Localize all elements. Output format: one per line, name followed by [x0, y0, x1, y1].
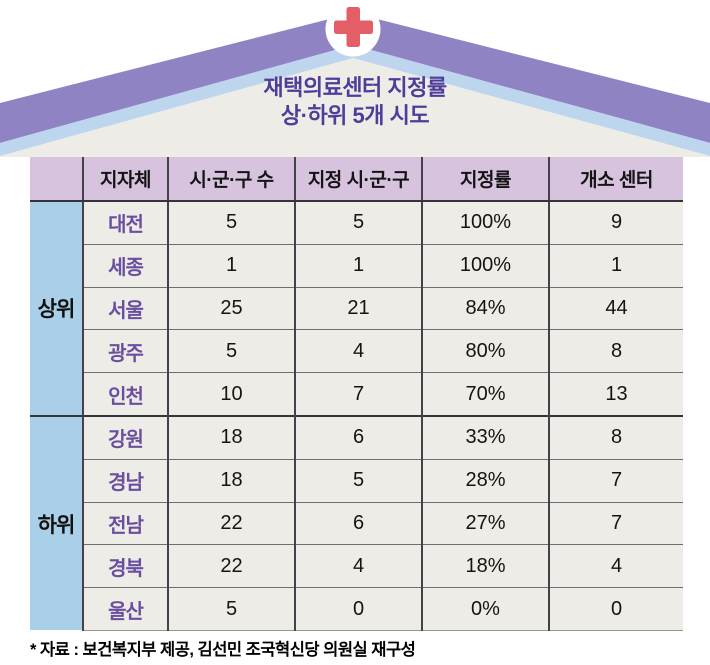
region-cell: 대전 [82, 199, 168, 245]
table-header-cell-districts: 시·군·구 수 [167, 157, 295, 202]
table-header-row: 지자체 시·군·구 수 지정 시·군·구 지정률 개소 센터 [30, 157, 683, 202]
table-row: 울산 5 0 0% 0 [30, 587, 683, 631]
centers-cell: 44 [548, 286, 683, 330]
rate-cell: 80% [421, 329, 549, 373]
region-cell: 광주 [82, 329, 168, 373]
districts-cell: 25 [167, 286, 295, 330]
designated-cell: 5 [294, 199, 422, 245]
centers-cell: 9 [548, 199, 683, 245]
source-note: * 자료 : 보건복지부 제공, 김선민 조국혁신당 의원실 재구성 [30, 641, 416, 659]
rate-cell: 18% [421, 544, 549, 588]
designated-cell: 7 [294, 372, 422, 416]
table-header-cell-designated: 지정 시·군·구 [294, 157, 422, 202]
table-row: 세종 1 1 100% 1 [30, 243, 683, 288]
table-header-cell-region: 지자체 [82, 157, 168, 202]
group-label-cell: 상위 [30, 200, 83, 416]
medical-cross-icon [334, 7, 373, 47]
rate-cell: 27% [421, 501, 549, 545]
table-row: 인천 10 7 70% 13 [30, 372, 683, 416]
region-cell: 강원 [82, 414, 168, 460]
rate-cell: 100% [421, 199, 549, 245]
designated-cell: 6 [294, 501, 422, 545]
designated-cell: 6 [294, 414, 422, 460]
designated-cell: 4 [294, 329, 422, 373]
designated-cell: 1 [294, 243, 422, 288]
designated-cell: 4 [294, 544, 422, 588]
house-roof-graphic [0, 1, 710, 157]
table-row: 광주 5 4 80% 8 [30, 329, 683, 373]
designated-cell: 21 [294, 286, 422, 330]
rate-cell: 0% [421, 587, 549, 631]
region-cell: 울산 [82, 587, 168, 631]
table-row: 경남 18 5 28% 7 [30, 458, 683, 503]
page-title-line2: 상·하위 5개 시도 [280, 103, 430, 128]
region-cell: 세종 [82, 243, 168, 288]
centers-cell: 0 [548, 587, 683, 631]
districts-cell: 10 [167, 372, 295, 416]
table-row: 서울 25 21 84% 44 [30, 286, 683, 330]
districts-cell: 18 [167, 414, 295, 460]
districts-cell: 22 [167, 501, 295, 545]
table-row: 하위 강원 18 6 33% 8 [30, 414, 683, 631]
districts-cell: 18 [167, 458, 295, 503]
centers-cell: 13 [548, 372, 683, 416]
table-row: 전남 22 6 27% 7 [30, 501, 683, 545]
districts-cell: 1 [167, 243, 295, 288]
centers-cell: 4 [548, 544, 683, 588]
table-header-cell-blank [30, 157, 83, 202]
rate-cell: 100% [421, 243, 549, 288]
rate-cell: 28% [421, 458, 549, 503]
centers-cell: 8 [548, 329, 683, 373]
districts-cell: 22 [167, 544, 295, 588]
region-cell: 경남 [82, 458, 168, 503]
table-header-cell-centers: 개소 센터 [548, 157, 683, 202]
table-row: 경북 22 4 18% 4 [30, 544, 683, 588]
region-cell: 인천 [82, 372, 168, 416]
centers-cell: 7 [548, 458, 683, 503]
centers-cell: 8 [548, 414, 683, 460]
designation-table: 지자체 시·군·구 수 지정 시·군·구 지정률 개소 센터 상위 대전 5 5 100… [30, 157, 683, 631]
rate-cell: 84% [421, 286, 549, 330]
table-row: 상위 대전 5 5 100% 9 [30, 199, 683, 416]
designated-cell: 0 [294, 587, 422, 631]
house-fill-triangle [0, 58, 710, 157]
centers-cell: 1 [548, 243, 683, 288]
group-label-cell: 하위 [30, 414, 83, 631]
rate-cell: 33% [421, 414, 549, 460]
page-title-line1: 재택의료센터 지정률 [263, 75, 447, 100]
designated-cell: 5 [294, 458, 422, 503]
region-cell: 전남 [82, 501, 168, 545]
districts-cell: 5 [167, 329, 295, 373]
table-body: 상위 대전 5 5 100% 9 세종 1 1 100% 1 서울 25 21 84% 44 광주 5 4 80% 8 인… [30, 199, 683, 631]
districts-cell: 5 [167, 199, 295, 245]
centers-cell: 7 [548, 501, 683, 545]
region-cell: 서울 [82, 286, 168, 330]
page-title: 재택의료센터 지정률 상·하위 5개 시도 [0, 74, 710, 130]
rate-cell: 70% [421, 372, 549, 416]
table-header-cell-rate: 지정률 [421, 157, 549, 202]
districts-cell: 5 [167, 587, 295, 631]
region-cell: 경북 [82, 544, 168, 588]
